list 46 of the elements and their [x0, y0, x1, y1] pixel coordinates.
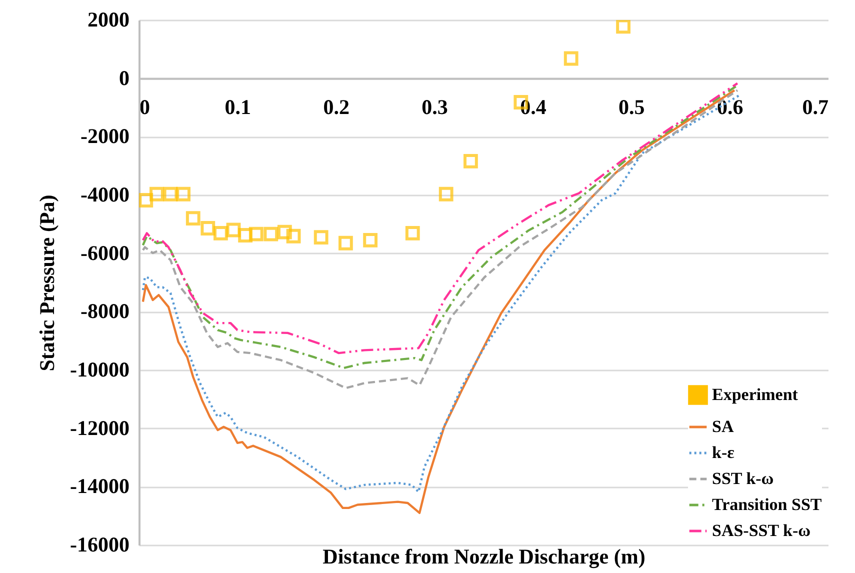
point — [186, 211, 200, 226]
legend-label: Experiment — [712, 385, 798, 404]
point — [338, 236, 353, 250]
point — [286, 228, 301, 244]
legend-label: SST k-ω — [712, 469, 774, 488]
x-tick-label: 0.5 — [618, 94, 645, 119]
point — [226, 222, 241, 238]
x-tick-label: 0.7 — [802, 94, 828, 119]
y-tick-label: -12000 — [70, 416, 130, 440]
legend-label: Transition SST — [712, 495, 822, 514]
x-tick-label: 0.1 — [224, 94, 252, 119]
y-tick-label: -6000 — [80, 240, 130, 265]
point — [200, 221, 216, 236]
point — [264, 226, 278, 242]
x-tick-label: 0.2 — [323, 94, 350, 119]
point — [464, 154, 478, 168]
legend-label: SAS-SST k-ω — [712, 521, 811, 540]
y-axis-title: Static Pressure (Pa) — [35, 194, 60, 372]
y-tick-label: -8000 — [80, 299, 130, 324]
point — [438, 186, 454, 202]
y-tick-label: 0 — [119, 66, 130, 90]
point — [363, 233, 378, 248]
point — [564, 51, 578, 66]
point — [277, 224, 292, 240]
y-tick-label: -14000 — [70, 474, 130, 498]
point — [176, 186, 190, 202]
y-tick-label: -2000 — [80, 124, 130, 148]
point — [238, 228, 253, 242]
point — [248, 226, 264, 242]
point — [314, 230, 328, 244]
y-tick-label: 2000 — [88, 8, 130, 32]
point — [213, 226, 228, 240]
x-axis-title: Distance from Nozzle Discharge (m) — [322, 544, 646, 568]
x-tick-label: 0.3 — [422, 94, 448, 119]
legend-label: k-ε — [712, 443, 734, 462]
legend-label: SA — [712, 417, 734, 436]
y-tick-label: -16000 — [70, 532, 130, 556]
y-tick-label: -4000 — [80, 182, 130, 206]
point — [163, 186, 178, 202]
y-tick-label: -10000 — [70, 358, 130, 382]
x-tick-label: 0.4 — [520, 94, 547, 119]
point — [405, 226, 420, 240]
point — [150, 186, 164, 202]
x-tick-label: 0 — [140, 94, 150, 119]
point — [616, 20, 630, 34]
point — [139, 193, 154, 208]
